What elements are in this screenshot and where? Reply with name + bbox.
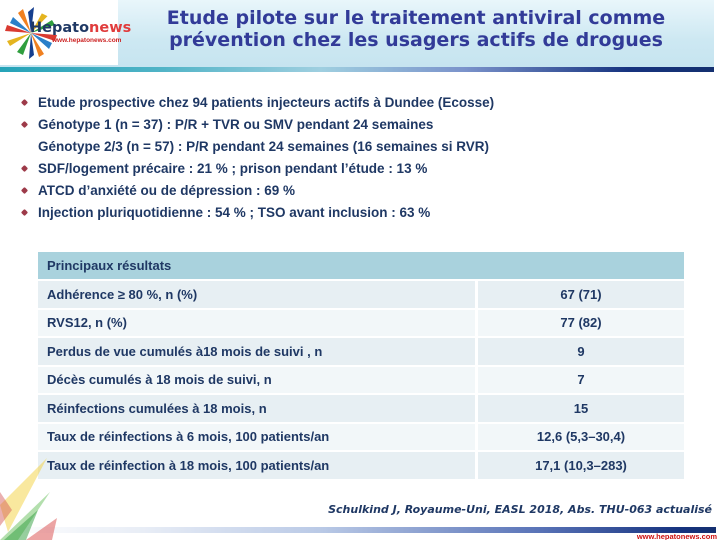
- row-value: 67 (71): [478, 281, 684, 308]
- bullet-item: SDF/logement précaire : 21 % ; prison pe…: [20, 159, 682, 178]
- starburst-icon: [5, 7, 57, 59]
- table-row: Perdus de vue cumulés à18 mois de suivi …: [38, 338, 684, 365]
- column-divider: [475, 395, 478, 422]
- table-row: Adhérence ≥ 80 %, n (%) 67 (71): [38, 281, 684, 308]
- column-divider: [475, 309, 478, 336]
- row-label: Perdus de vue cumulés à18 mois de suivi …: [38, 338, 475, 365]
- bullet-text: Injection pluriquotidienne : 54 % ; TSO …: [38, 205, 431, 220]
- bullet-text: Génotype 2/3 (n = 57) : P/R pendant 24 s…: [38, 139, 490, 154]
- row-value: 9: [478, 338, 684, 365]
- header-background: [0, 0, 714, 67]
- table-row: Taux de réinfections à 6 mois, 100 patie…: [38, 423, 684, 450]
- brand-hepato: Hepato: [30, 20, 90, 36]
- bullet-icon: [20, 186, 29, 195]
- bullet-text: Génotype 1 (n = 37) : P/R + TVR ou SMV p…: [38, 117, 434, 132]
- citation: Schulkind J, Royaume-Uni, EASL 2018, Abs…: [328, 503, 712, 516]
- column-divider: [475, 452, 478, 479]
- results-table: Principaux résultats Adhérence ≥ 80 %, n…: [38, 252, 684, 479]
- column-divider: [475, 338, 478, 365]
- row-label: RVS12, n (%): [38, 309, 475, 336]
- bullet-list: Etude prospective chez 94 patients injec…: [20, 93, 682, 225]
- footer-divider: [0, 527, 716, 533]
- row-label: Taux de réinfection à 18 mois, 100 patie…: [38, 452, 475, 479]
- table-row: RVS12, n (%) 77 (82): [38, 309, 684, 336]
- column-divider: [475, 281, 478, 308]
- bullet-item: Génotype 1 (n = 37) : P/R + TVR ou SMV p…: [20, 115, 682, 134]
- row-value: 77 (82): [478, 309, 684, 336]
- table-row: Taux de réinfection à 18 mois, 100 patie…: [38, 452, 684, 479]
- bullet-icon: [20, 120, 29, 129]
- table-row: Décès cumulés à 18 mois de suivi, n 7: [38, 366, 684, 393]
- header-divider: [0, 67, 714, 72]
- bullet-icon: [20, 164, 29, 173]
- table-header: Principaux résultats: [38, 252, 684, 279]
- footer-url: www.hepatonews.com: [636, 532, 717, 540]
- row-label: Adhérence ≥ 80 %, n (%): [38, 281, 475, 308]
- brand-url: www.hepatonews.com: [52, 37, 122, 44]
- bullet-text: Etude prospective chez 94 patients injec…: [38, 95, 495, 110]
- table-row: Réinfections cumulées à 18 mois, n 15: [38, 395, 684, 422]
- brand-news: news: [89, 20, 132, 36]
- row-label: Décès cumulés à 18 mois de suivi, n: [38, 366, 475, 393]
- row-value: 15: [478, 395, 684, 422]
- bullet-icon: [20, 208, 29, 217]
- bullet-item-continuation: Génotype 2/3 (n = 57) : P/R pendant 24 s…: [22, 137, 682, 156]
- bullet-item: Etude prospective chez 94 patients injec…: [20, 93, 682, 112]
- row-value: 12,6 (5,3–30,4): [478, 423, 684, 450]
- column-divider: [475, 366, 478, 393]
- title-line-2: prévention chez les usagers actifs de dr…: [169, 29, 663, 51]
- title-line-1: Etude pilote sur le traitement antiviral…: [166, 7, 666, 29]
- row-value: 17,1 (10,3–283): [478, 452, 684, 479]
- bullet-text: ATCD d’anxiété ou de dépression : 69 %: [38, 183, 296, 198]
- bullet-icon: [20, 98, 29, 107]
- column-divider: [475, 423, 478, 450]
- row-value: 7: [478, 366, 684, 393]
- brand-name: Hepatonews: [30, 20, 131, 36]
- slide-title: Etude pilote sur le traitement antiviral…: [130, 7, 702, 51]
- row-label: Réinfections cumulées à 18 mois, n: [38, 395, 475, 422]
- row-label: Taux de réinfections à 6 mois, 100 patie…: [38, 423, 475, 450]
- bullet-item: ATCD d’anxiété ou de dépression : 69 %: [20, 181, 682, 200]
- bullet-text: SDF/logement précaire : 21 % ; prison pe…: [38, 161, 428, 176]
- hepatonews-logo: Hepatonews www.hepatonews.com: [0, 0, 131, 65]
- decorative-petals-icon: [0, 458, 57, 540]
- bullet-item: Injection pluriquotidienne : 54 % ; TSO …: [20, 203, 682, 222]
